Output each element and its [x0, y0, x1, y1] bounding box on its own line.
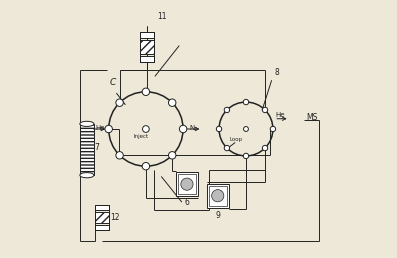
Text: Loop: Loop: [229, 136, 242, 142]
Text: 7: 7: [94, 142, 99, 151]
Circle shape: [243, 153, 249, 159]
Bar: [95, 205, 109, 230]
Text: Inject: Inject: [134, 134, 149, 139]
Bar: [140, 32, 154, 62]
Circle shape: [243, 99, 249, 105]
Bar: [140, 32, 154, 38]
Circle shape: [168, 99, 176, 106]
Bar: [95, 205, 109, 210]
Text: MS: MS: [306, 113, 318, 122]
Text: 9: 9: [215, 211, 220, 220]
Bar: [207, 183, 229, 208]
Circle shape: [143, 126, 149, 132]
Circle shape: [179, 125, 187, 133]
Circle shape: [224, 145, 229, 151]
Text: He: He: [95, 125, 105, 131]
Text: N₂: N₂: [189, 125, 198, 131]
Circle shape: [181, 178, 193, 190]
Circle shape: [168, 152, 176, 159]
Circle shape: [243, 127, 249, 131]
Bar: [140, 40, 154, 53]
Circle shape: [212, 190, 224, 202]
Ellipse shape: [80, 121, 94, 126]
Circle shape: [262, 107, 268, 113]
Bar: [176, 172, 198, 196]
Circle shape: [270, 126, 276, 132]
Circle shape: [224, 107, 229, 113]
Ellipse shape: [80, 173, 94, 178]
Text: He: He: [276, 112, 285, 118]
Circle shape: [116, 99, 123, 106]
Text: 12: 12: [110, 213, 119, 222]
Text: 6: 6: [184, 198, 189, 207]
Circle shape: [142, 88, 150, 95]
Text: 8: 8: [274, 68, 279, 77]
Circle shape: [262, 145, 268, 151]
Text: 11: 11: [158, 12, 167, 21]
Bar: [95, 212, 109, 223]
Circle shape: [142, 163, 150, 170]
Bar: [80, 124, 94, 175]
Bar: [178, 174, 196, 194]
Circle shape: [216, 126, 222, 132]
Bar: [209, 186, 227, 206]
Circle shape: [116, 152, 123, 159]
Bar: [140, 56, 154, 62]
Circle shape: [105, 125, 112, 133]
Bar: [95, 225, 109, 230]
Text: C: C: [110, 78, 116, 87]
